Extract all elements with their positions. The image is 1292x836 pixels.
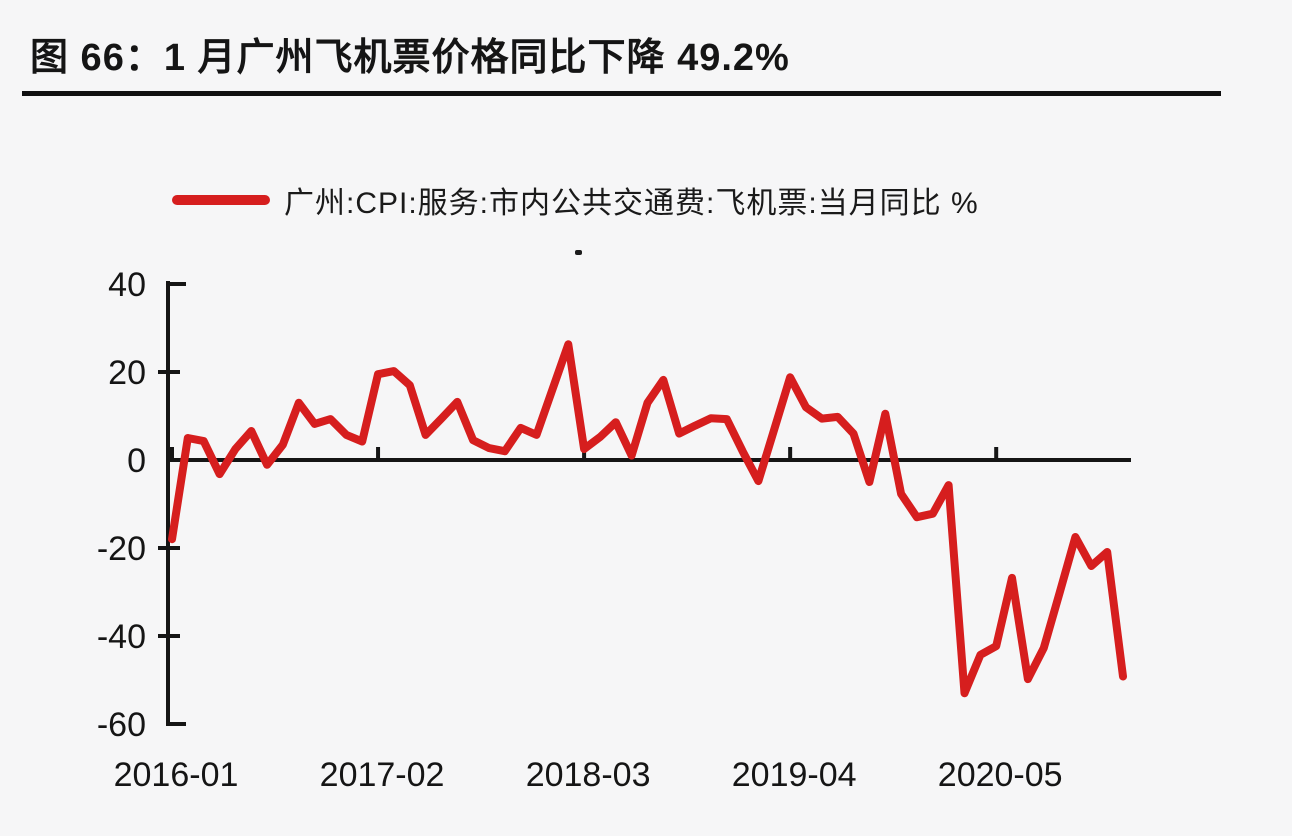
title-rule [22, 91, 1221, 96]
y-tick-label: -40 [97, 618, 146, 656]
x-tick-label: 2017-02 [320, 756, 445, 794]
y-tick-label: 40 [108, 266, 146, 304]
x-tick-label: 2020-05 [938, 756, 1063, 794]
legend-line-swatch [172, 195, 270, 205]
y-tick-label: 20 [108, 354, 146, 392]
legend-label: 广州:CPI:服务:市内公共交通费:飞机票:当月同比 % [284, 187, 979, 220]
y-tick-label: -20 [97, 530, 146, 568]
y-tick-label: -60 [97, 706, 146, 744]
x-tick-label: 2019-04 [732, 756, 857, 794]
series-line [168, 340, 1127, 698]
stray-dot [575, 250, 582, 255]
x-tick-label: 2018-03 [526, 756, 651, 794]
y-tick-label: 0 [127, 442, 146, 480]
legend: 广州:CPI:服务:市内公共交通费:飞机票:当月同比 % [172, 178, 979, 222]
figure-title: 图 66：1 月广州飞机票价格同比下降 49.2% [30, 37, 790, 79]
x-tick-label: 2016-01 [114, 756, 239, 794]
